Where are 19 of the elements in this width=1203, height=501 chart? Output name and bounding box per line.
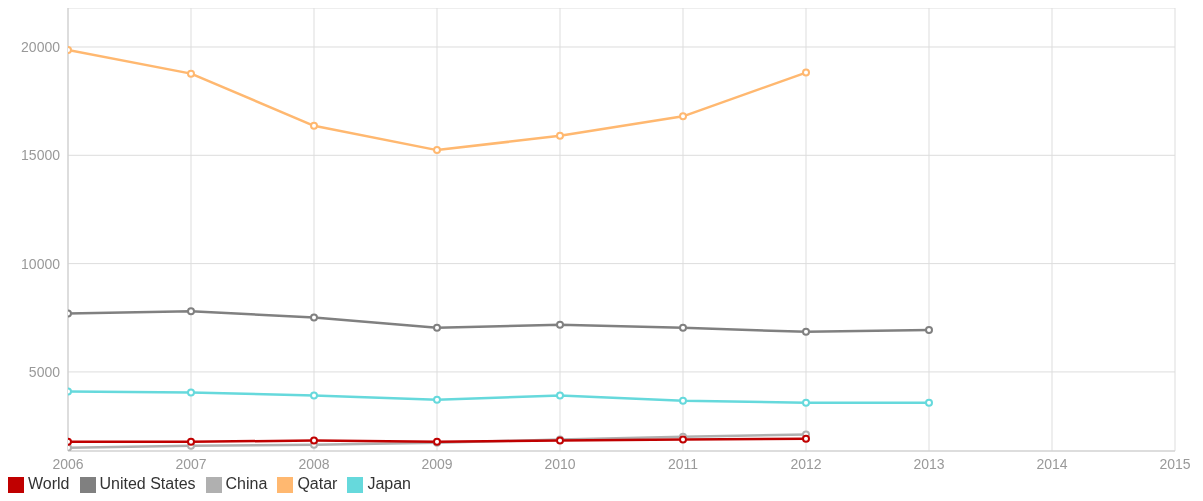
legend-label: World: [28, 475, 70, 492]
x-tick-label: 2009: [421, 455, 453, 472]
x-tick-label: 2012: [790, 455, 822, 472]
x-tick-label: 2011: [667, 455, 699, 472]
y-tick-label: 20000: [21, 38, 61, 55]
legend-label: United States: [99, 475, 196, 492]
x-tick-label: 2010: [544, 455, 576, 472]
x-tick-label: 2014: [1036, 455, 1068, 472]
x-tick-label: 2007: [175, 455, 207, 472]
x-tick-label: 2008: [298, 455, 330, 472]
legend-label: Qatar: [297, 475, 338, 492]
y-tick-label: 5000: [28, 363, 61, 380]
y-tick-label: 15000: [21, 147, 61, 164]
x-tick-label: 2015: [1159, 455, 1191, 472]
x-tick-label: 2006: [52, 455, 84, 472]
legend-label: China: [225, 475, 268, 492]
legend-label: Japan: [367, 475, 411, 492]
y-tick-label: 10000: [21, 255, 61, 272]
x-tick-label: 2013: [913, 455, 945, 472]
